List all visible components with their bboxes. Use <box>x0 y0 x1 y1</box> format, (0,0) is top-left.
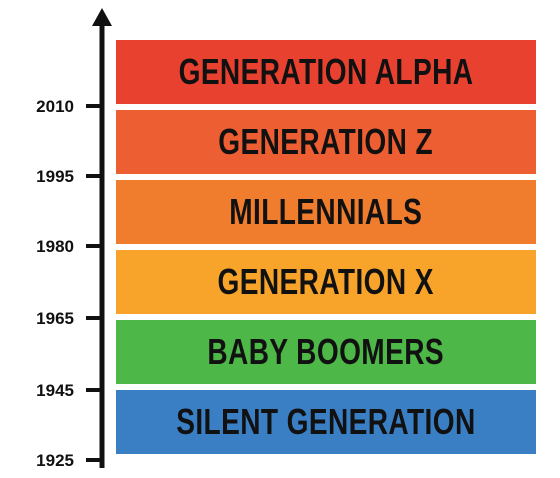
band-silent-generation: SILENT GENERATION <box>116 390 536 454</box>
band-generation-alpha: GENERATION ALPHA <box>116 40 536 104</box>
band-millennials: MILLENNIALS <box>116 180 536 244</box>
silent-generation-label: SILENT GENERATION <box>176 401 476 442</box>
axis-arrow-head <box>92 8 112 26</box>
band-generation-x: GENERATION X <box>116 250 536 314</box>
year-label-1925: 1925 <box>36 451 74 470</box>
generation-alpha-label: GENERATION ALPHA <box>178 51 474 92</box>
generation-x-label: GENERATION X <box>217 261 435 302</box>
year-label-2010: 2010 <box>36 97 74 116</box>
generation-z-label: GENERATION Z <box>218 121 434 162</box>
year-label-1945: 1945 <box>36 381 74 400</box>
year-label-1995: 1995 <box>36 167 74 186</box>
band-baby-boomers: BABY BOOMERS <box>116 320 536 384</box>
band-generation-z: GENERATION Z <box>116 110 536 174</box>
year-label-1965: 1965 <box>36 309 74 328</box>
baby-boomers-label: BABY BOOMERS <box>207 331 445 372</box>
year-label-1980: 1980 <box>36 237 74 256</box>
millennials-label: MILLENNIALS <box>229 191 423 232</box>
